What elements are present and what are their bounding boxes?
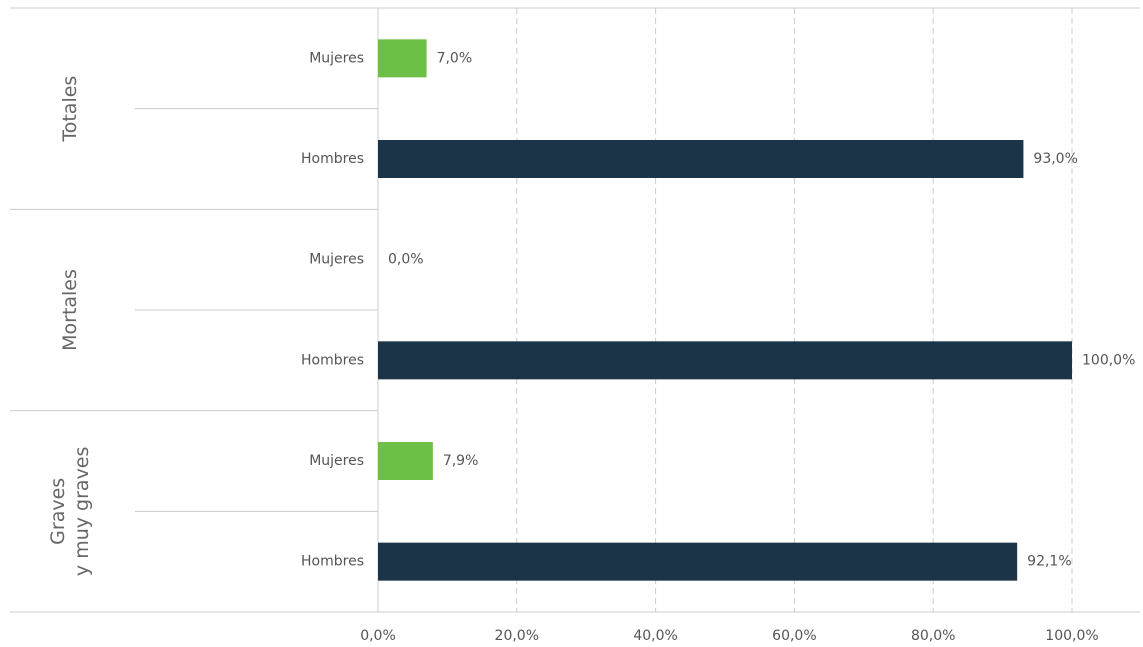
bar	[378, 39, 427, 78]
x-tick-label: 100,0%	[1045, 628, 1098, 644]
bar	[378, 542, 1018, 581]
group-label-line: y muy graves	[71, 447, 93, 576]
value-label: 7,9%	[443, 453, 479, 469]
y-tick-label: Hombres	[301, 352, 364, 368]
value-label: 92,1%	[1027, 554, 1071, 570]
bar	[378, 341, 1072, 380]
value-label: 7,0%	[437, 50, 473, 66]
group-label-line: Mortales	[59, 269, 81, 351]
x-tick-label: 20,0%	[495, 628, 539, 644]
y-tick-label: Mujeres	[309, 50, 364, 66]
y-tick-label: Hombres	[301, 151, 364, 167]
value-label: 100,0%	[1082, 352, 1135, 368]
bar	[378, 442, 433, 480]
x-tick-label: 60,0%	[772, 628, 816, 644]
group-label-line: Totales	[59, 76, 81, 143]
x-tick-label: 40,0%	[633, 628, 677, 644]
value-label: 93,0%	[1033, 151, 1077, 167]
y-tick-label: Mujeres	[309, 453, 364, 469]
group-label: Totales	[59, 76, 81, 143]
y-tick-label: Hombres	[301, 554, 364, 570]
value-label: 0,0%	[388, 252, 424, 268]
x-tick-label: 80,0%	[911, 628, 955, 644]
group-label-line: Graves	[47, 478, 69, 545]
group-label: Mortales	[59, 269, 81, 351]
bar	[378, 140, 1024, 178]
x-tick-label: 0,0%	[360, 628, 396, 644]
group-label: Graves y muy graves	[47, 447, 93, 576]
y-tick-label: Mujeres	[309, 252, 364, 268]
